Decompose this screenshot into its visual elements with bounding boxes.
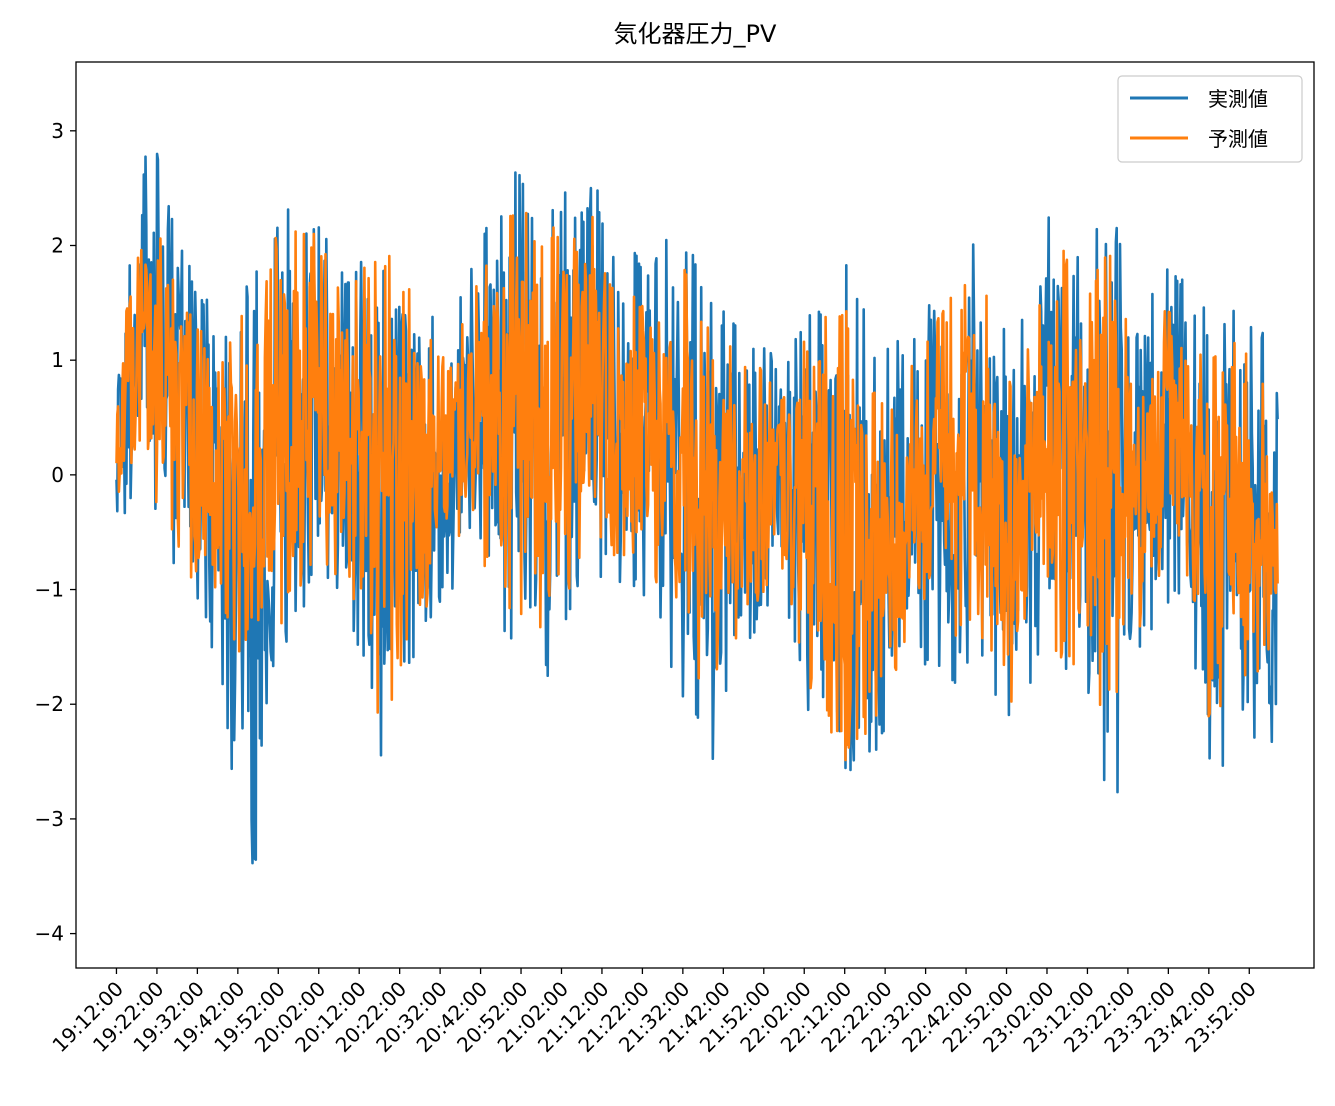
legend-label-predicted: 予測値: [1208, 127, 1268, 151]
y-tick-label: −4: [35, 922, 64, 946]
plot-frame: [75, 61, 1315, 969]
y-tick-label: 3: [51, 119, 64, 143]
y-tick-label: 0: [51, 463, 64, 487]
y-tick-label: −2: [35, 692, 64, 716]
chart-title: 気化器圧力_PV: [614, 20, 777, 48]
y-tick-label: 2: [51, 233, 64, 257]
legend: 実測値 予測値: [1117, 75, 1303, 163]
y-tick-label: −1: [35, 578, 64, 602]
y-tick-label: −3: [35, 807, 64, 831]
series-line-predicted: [115, 211, 1279, 762]
y-tick-label: 1: [51, 348, 64, 372]
plot-series: [115, 152, 1279, 865]
y-axis: 3 2 1 0 −1 −2 −3 −4: [35, 119, 76, 946]
legend-label-measured: 実測値: [1208, 87, 1268, 111]
